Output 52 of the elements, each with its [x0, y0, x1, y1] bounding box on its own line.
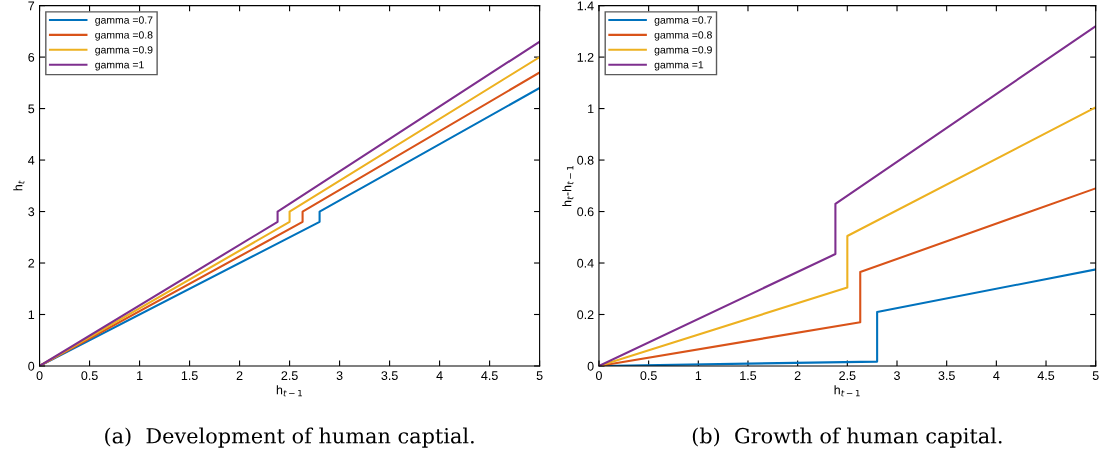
y-tick-label: 0	[28, 361, 35, 371]
y-tick-label: 1	[588, 104, 594, 114]
y-tick-label: 1.4	[577, 1, 594, 11]
legend-label: gamma =0.7	[654, 16, 712, 26]
y-tick-label: 1	[28, 310, 35, 320]
x-tick-label: 1	[137, 371, 143, 380]
y-tick-label: 0.6	[577, 207, 594, 217]
x-tick-label: 2.5	[839, 371, 856, 381]
x-tick-label: 2.5	[281, 371, 298, 381]
legend-label: gamma =0.8	[95, 31, 153, 41]
x-tick-label: 2	[794, 371, 801, 380]
text: (b) Growth of human capital.	[692, 427, 1002, 448]
x-tick-label: 1	[695, 371, 702, 380]
legend-label: gamma =1	[654, 61, 704, 71]
y-tick-label: 3	[28, 207, 35, 217]
x-tick-label: 0.5	[640, 371, 657, 381]
y-axis-title: h$_{t}$-h$_{t−1}$	[562, 165, 574, 207]
x-tick-label: 1.5	[740, 371, 757, 381]
y-tick-label: 0.8	[577, 155, 594, 165]
x-axis-title: h$_{t−1}$	[276, 385, 302, 397]
x-tick-label: 4	[436, 371, 443, 380]
x-tick-label: 1.5	[181, 371, 198, 381]
x-tick-label: 0	[36, 371, 43, 381]
legend-label: gamma =1	[95, 61, 144, 71]
y-tick-label: 7	[28, 1, 35, 11]
x-tick-label: 3	[894, 371, 900, 381]
text: (a) Development of human captial.	[105, 427, 474, 448]
x-tick-label: 5	[536, 371, 543, 381]
x-tick-label: 5	[1092, 371, 1099, 381]
y-tick-label: 2	[28, 258, 35, 268]
y-tick-label: 0.4	[577, 258, 594, 268]
y-tick-label: 4	[28, 155, 35, 165]
legend-label: gamma =0.7	[95, 16, 153, 26]
y-tick-label: 6	[28, 52, 35, 62]
x-tick-label: 0	[595, 371, 602, 381]
x-tick-label: 4	[993, 371, 1000, 380]
x-axis-title: h$_{t−1}$	[834, 385, 860, 397]
x-tick-label: 3	[336, 371, 343, 381]
y-axis-title: h$_{t}$	[13, 180, 25, 191]
legend-label: gamma =0.9	[654, 46, 712, 56]
y-tick-label: 0	[587, 361, 594, 371]
y-tick-label: 0.2	[577, 310, 594, 320]
legend-label: gamma =0.8	[654, 31, 712, 41]
x-tick-label: 3.5	[938, 371, 955, 381]
x-tick-label: 0.5	[81, 371, 98, 381]
legend-label: gamma =0.9	[95, 46, 153, 56]
x-tick-label: 2	[236, 371, 243, 380]
x-tick-label: 4.5	[1037, 371, 1055, 381]
x-tick-label: 4.5	[481, 371, 498, 381]
x-tick-label: 3.5	[381, 371, 398, 381]
y-tick-label: 1.2	[577, 52, 594, 62]
y-tick-label: 5	[28, 104, 35, 114]
